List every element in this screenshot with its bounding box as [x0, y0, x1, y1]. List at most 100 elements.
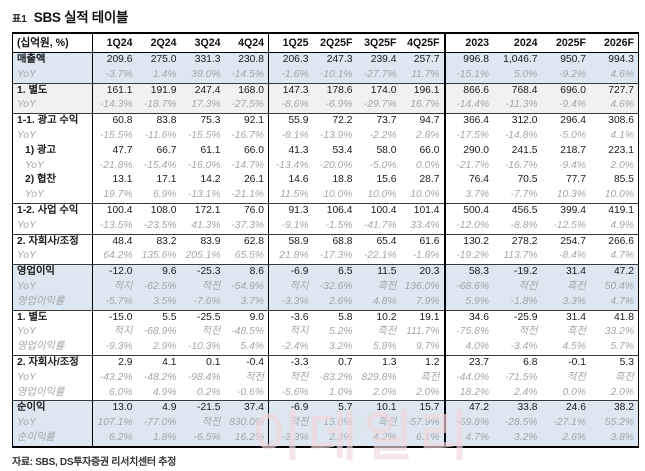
cell: -15.0	[92, 309, 137, 326]
cell: 62.8	[224, 233, 269, 250]
cell: 2.6%	[541, 430, 590, 447]
cell: 456.5	[493, 202, 542, 219]
cell: 278.2	[493, 233, 542, 250]
cell: 100.4	[92, 202, 137, 219]
cell: 14.2	[200, 174, 221, 186]
cell: -18.7%	[136, 98, 181, 114]
cell: 58.0	[376, 144, 397, 156]
report-page: 표1 SBS 실적 테이블 (십억원, %) 1Q24 2Q24 3Q24 4Q24 1Q…	[12, 6, 639, 468]
row-label: YoY	[12, 279, 93, 295]
cell: 147.3	[268, 82, 313, 99]
cell: -21.8%	[99, 159, 133, 171]
cell: 5.8%	[373, 341, 397, 353]
cell: -25.3	[180, 264, 225, 280]
cell: 0.0%	[400, 158, 446, 174]
cell: 15.6	[376, 174, 397, 186]
cell: -23.5%	[143, 219, 177, 231]
table-body: 매출액 209.6 275.0 331.3 230.8 206.3 247.3 239.4 25…	[12, 52, 639, 447]
cell: -6.9%	[312, 98, 357, 114]
cell: 16.7%	[400, 98, 446, 114]
cell: 91.3	[268, 202, 313, 219]
cell: 130.2	[444, 233, 493, 250]
cell: -44.0%	[456, 371, 489, 383]
cell: 4.6%	[590, 67, 639, 84]
cell: 331.3	[180, 52, 225, 68]
cell: -21.1%	[224, 188, 269, 204]
cell: 75.3	[180, 113, 225, 129]
row-label: YoY	[12, 98, 93, 114]
cell: -17.3%	[319, 250, 353, 262]
cell: 312.0	[493, 113, 542, 129]
cell: -5.0%	[369, 159, 397, 171]
row-label: 순이익	[12, 400, 93, 417]
cell: 4.7%	[610, 250, 634, 262]
cell: 21.8%	[279, 250, 309, 262]
cell: 4.9	[136, 400, 181, 417]
table-row: 순이익 13.0 4.9 -21.5 37.4 -6.9 5.7 10.1 15.7 47.2 33…	[12, 400, 639, 417]
cell: 101.4	[400, 202, 446, 219]
cell: 77.7	[565, 174, 586, 186]
cell: 6.8	[493, 354, 542, 371]
table-row: YoY -14.3% -18.7% 17.3% -27.5% -8.6% -6.9% -29.…	[12, 98, 639, 114]
cell: 2.0%	[373, 386, 397, 398]
cell: 266.6	[590, 233, 639, 250]
cell: 적전	[518, 326, 538, 338]
cell: 768.4	[493, 82, 542, 99]
cell: 1.0%	[329, 386, 353, 398]
cell: 4.7%	[590, 294, 639, 311]
cell: 950.7	[541, 52, 590, 68]
cell: 68.8	[312, 233, 357, 250]
cell: 5.2%	[329, 326, 353, 338]
cell: -21.7%	[456, 159, 489, 171]
column-header-3q25f: 3Q25F	[356, 33, 401, 53]
cell: 23.7	[444, 354, 493, 371]
row-label: 매출액	[12, 52, 93, 68]
cell: 15.0%	[312, 416, 357, 431]
cell: 흑전	[400, 370, 446, 386]
cell: 4.7%	[444, 430, 493, 447]
cell: 223.1	[608, 144, 634, 156]
cell: 3.3%	[541, 294, 590, 311]
cell: 48.4	[92, 233, 137, 250]
cell: -12.5%	[553, 219, 586, 231]
cell: 5.4%	[224, 340, 269, 356]
source-note: 자료: SBS, DS투자증권 리서치센터 추정	[12, 456, 177, 468]
table-row: 1. 별도 -15.0 5.5 -25.5 9.0 -3.6 5.8 10.2 19.1 34.6…	[12, 309, 639, 326]
cell: 61.6	[400, 233, 446, 250]
cell: 50.4%	[590, 279, 639, 295]
cell: 31.4	[541, 264, 590, 280]
cell: 39.0%	[180, 67, 225, 84]
cell: -6.9	[268, 264, 313, 280]
cell: 866.6	[444, 82, 493, 99]
cell: -3.3	[268, 354, 313, 371]
cell: 적전	[180, 279, 225, 295]
cell: 230.8	[224, 52, 269, 68]
cell: -1.5%	[325, 219, 353, 231]
table-row: YoY 19.7% 6.9% -13.1% -21.1% 11.5% 10.0% 10.0% 1…	[12, 188, 639, 204]
cell: 247.3	[312, 52, 357, 68]
table-row: YoY -15.5% -11.6% -15.5% -16.7% -8.1% -13.9% -2…	[12, 128, 639, 144]
row-label: 1) 광고	[12, 143, 93, 159]
cell: -5.6%	[281, 386, 309, 398]
cell: 996.8	[444, 52, 493, 68]
cell: 55.9	[268, 113, 313, 129]
cell: 적전	[201, 326, 221, 338]
table-row: 2) 협찬 13.1 17.1 14.2 26.1 14.6 18.8 15.6 28.7 76.…	[12, 173, 639, 189]
cell: 83.9	[180, 233, 225, 250]
cell: -8.6%	[268, 98, 313, 114]
cell: 6.0%	[109, 386, 133, 398]
cell: -27.1%	[541, 416, 590, 431]
cell: 76.0	[224, 202, 269, 219]
cell: 191.9	[136, 82, 181, 99]
cell: 적지	[268, 279, 313, 295]
cell: 15.7	[400, 400, 446, 417]
cell: 6.2%	[92, 430, 137, 447]
cell: 2.3%	[312, 430, 357, 447]
cell: 4.8%	[356, 294, 401, 311]
cell: 55.2%	[590, 416, 639, 431]
cell: 61.1	[200, 144, 221, 156]
cell: -62.5%	[136, 279, 181, 295]
table-row: 1. 별도 161.1 191.9 247.4 168.0 147.3 178.6 174.0…	[12, 82, 639, 99]
column-header-4q24: 4Q24	[224, 33, 269, 53]
row-label: 순이익률	[12, 430, 93, 447]
